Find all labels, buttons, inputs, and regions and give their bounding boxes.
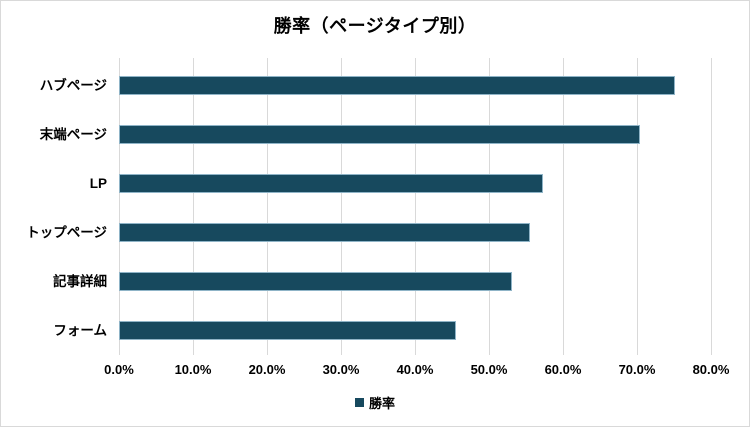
x-tick-label: 60.0%	[544, 362, 582, 377]
x-tick-label: 20.0%	[248, 362, 286, 377]
bar-ハブページ	[119, 76, 676, 95]
x-tick-label: 80.0%	[692, 362, 730, 377]
x-tick-label: 40.0%	[396, 362, 434, 377]
category-label: LP	[89, 175, 107, 191]
category-label: フォーム	[53, 322, 107, 338]
legend-label: 勝率	[368, 396, 395, 411]
x-tick-label: 10.0%	[174, 362, 212, 377]
x-tick-label: 30.0%	[322, 362, 360, 377]
bar-LP	[119, 174, 544, 193]
gridline	[711, 58, 712, 355]
gridline	[193, 58, 194, 355]
gridline	[267, 58, 268, 355]
legend: 勝率	[1, 393, 749, 412]
category-label: ハブページ	[39, 77, 107, 93]
gridline	[489, 58, 490, 355]
chart-title: 勝率（ページタイプ別）	[273, 16, 477, 36]
x-tick-label: 50.0%	[470, 362, 508, 377]
bar-トップページ	[119, 223, 531, 242]
x-tick-label: 70.0%	[618, 362, 656, 377]
legend-swatch-icon	[354, 398, 364, 407]
plot-area	[119, 58, 712, 355]
x-axis-labels: 0.0% 10.0% 20.0% 30.0% 40.0% 50.0% 60.0% 70.0% 8…	[104, 362, 729, 380]
y-axis-labels: ハブページ末端ページ LP トップページ記事詳細フォーム	[1, 61, 107, 355]
bar-末端ページ	[119, 125, 640, 144]
category-label: トップページ	[26, 224, 107, 240]
gridline	[637, 58, 638, 355]
gridline	[341, 58, 342, 355]
category-label: 記事詳細	[53, 273, 107, 289]
x-tick-label: 0.0%	[104, 362, 134, 377]
gridline	[415, 58, 416, 355]
gridline	[119, 58, 120, 355]
category-label: 末端ページ	[39, 126, 107, 142]
bar-フォーム	[119, 321, 456, 340]
gridline	[563, 58, 564, 355]
bar-記事詳細	[119, 272, 512, 291]
